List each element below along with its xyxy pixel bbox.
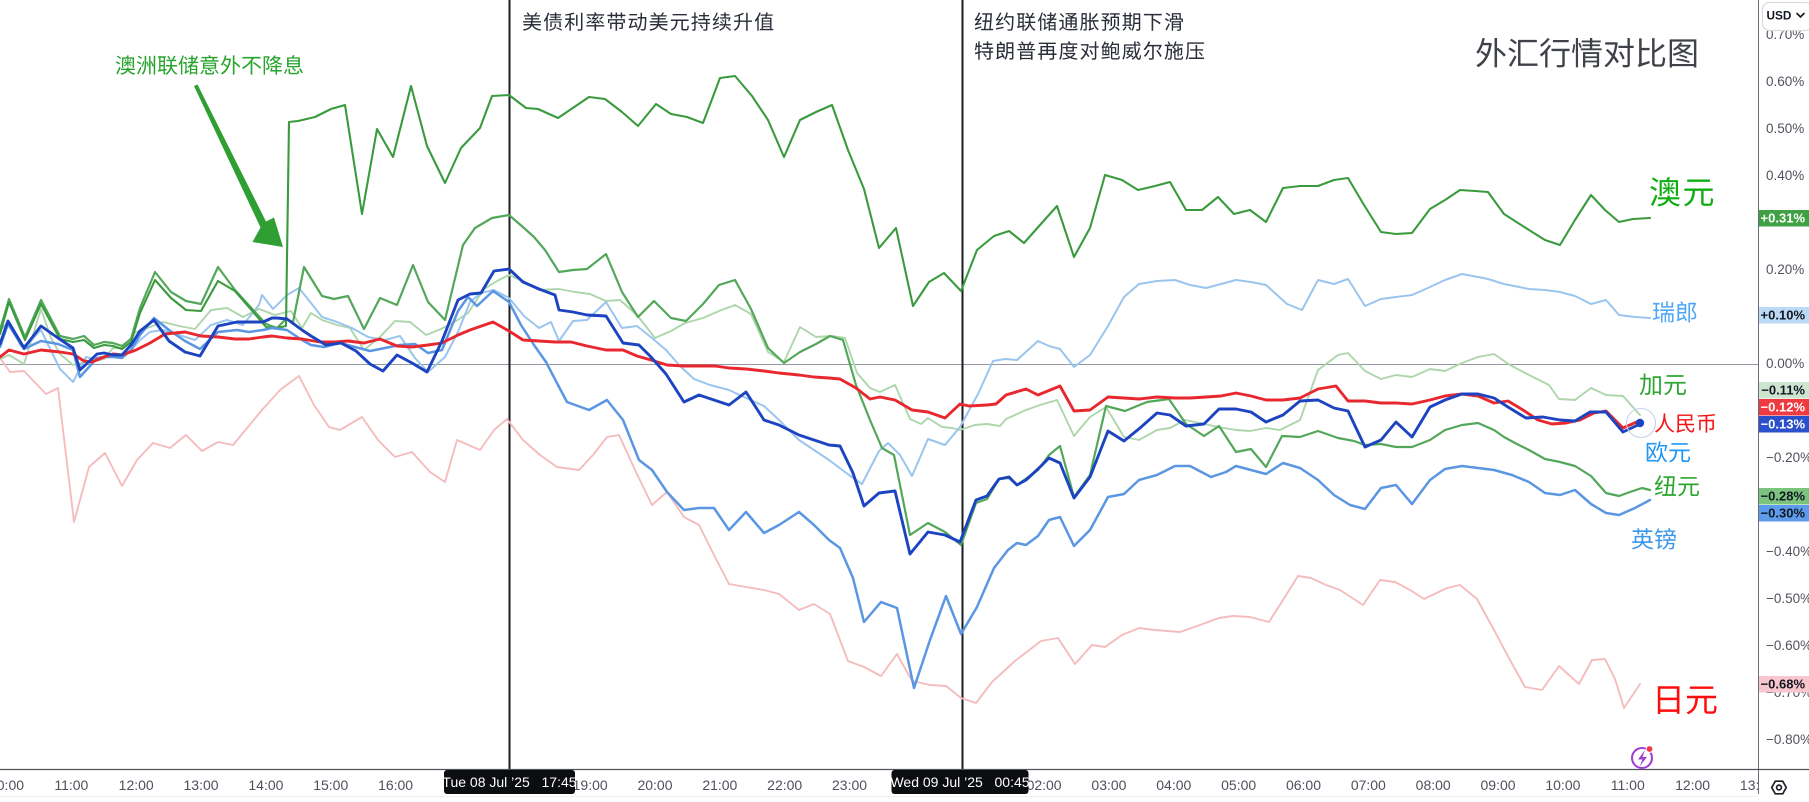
svg-text:07:00: 07:00 [1351,777,1386,793]
svg-text:03:00: 03:00 [1091,777,1126,793]
svg-text:12:00: 12:00 [1675,777,1710,793]
svg-text:0.60%: 0.60% [1766,74,1804,89]
svg-text:02:00: 02:00 [1027,777,1062,793]
svg-text:22:00: 22:00 [767,777,802,793]
svg-text:11:00: 11:00 [54,777,88,793]
svg-text:04:00: 04:00 [1156,777,1191,793]
svg-text:+0.10%: +0.10% [1761,308,1806,323]
svg-text:08:00: 08:00 [1416,777,1451,793]
svg-text:0.00%: 0.00% [1766,356,1804,371]
svg-text:−0.12%: −0.12% [1761,400,1806,415]
svg-text:−0.11%: −0.11% [1761,383,1805,398]
svg-text:−0.60%: −0.60% [1766,638,1809,653]
svg-text:10:00: 10:00 [1545,777,1580,793]
svg-text:0.20%: 0.20% [1766,262,1804,277]
svg-text:06:00: 06:00 [1286,777,1321,793]
svg-text:14:00: 14:00 [248,777,283,793]
svg-text:21:00: 21:00 [702,777,737,793]
svg-text:05:00: 05:00 [1221,777,1256,793]
svg-text:−0.28%: −0.28% [1761,489,1806,504]
svg-text:−0.40%: −0.40% [1766,544,1809,559]
svg-text:16:00: 16:00 [378,777,413,793]
svg-text:−0.68%: −0.68% [1761,677,1806,692]
svg-text:10:00: 10:00 [0,777,24,793]
svg-text:−0.13%: −0.13% [1761,417,1806,432]
svg-text:USD: USD [1767,9,1792,23]
svg-text:20:00: 20:00 [637,777,672,793]
svg-text:0.50%: 0.50% [1766,121,1804,136]
svg-text:11:00: 11:00 [1611,777,1645,793]
svg-text:−0.20%: −0.20% [1766,450,1809,465]
svg-text:Tue 08 Jul ’25 17:45: Tue 08 Jul ’25 17:45 [442,774,576,790]
svg-text:12:00: 12:00 [119,777,154,793]
svg-text:13:00: 13:00 [184,777,219,793]
svg-text:19:00: 19:00 [573,777,608,793]
svg-text:−0.30%: −0.30% [1761,506,1806,521]
svg-text:15:00: 15:00 [313,777,348,793]
svg-text:−0.50%: −0.50% [1766,591,1809,606]
svg-text:+0.31%: +0.31% [1761,211,1806,226]
svg-text:23:00: 23:00 [832,777,867,793]
svg-text:0.40%: 0.40% [1766,168,1804,183]
svg-text:Wed 09 Jul ’25 00:45: Wed 09 Jul ’25 00:45 [890,774,1029,790]
svg-text:09:00: 09:00 [1481,777,1516,793]
svg-text:−0.80%: −0.80% [1766,732,1809,747]
